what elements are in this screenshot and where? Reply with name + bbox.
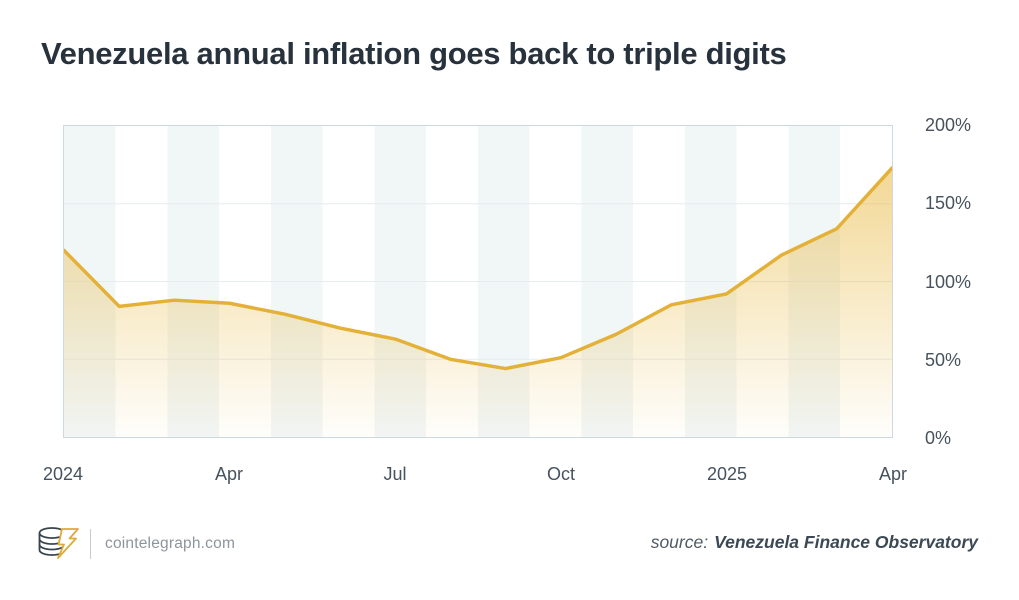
inflation-line	[64, 166, 892, 371]
y-tick-label: 50%	[925, 350, 962, 370]
brand-domain: cointelegraph.com	[105, 535, 236, 552]
x-tick-label: 2025	[706, 464, 748, 484]
x-tick-label: Apr	[214, 464, 244, 484]
source-attribution: source: Venezuela Finance Observatory	[651, 532, 978, 553]
cointelegraph-logo-icon	[38, 527, 79, 559]
source-prefix: source:	[650, 532, 709, 552]
x-tick-label: 2024	[42, 464, 84, 484]
area-fill	[64, 168, 892, 437]
source-name: Venezuela Finance Observatory	[714, 532, 978, 552]
page-title: Venezuela annual inflation goes back to …	[41, 36, 787, 71]
inflation-area-chart	[64, 166, 892, 437]
footer-divider	[90, 529, 91, 559]
x-tick-label: Apr	[878, 464, 908, 484]
y-tick-label: 150%	[925, 193, 972, 213]
y-tick-label: 0%	[925, 428, 952, 448]
y-tick-label: 200%	[925, 115, 972, 135]
x-tick-label: Oct	[546, 464, 576, 484]
plot-area	[63, 125, 893, 438]
y-tick-label: 100%	[925, 272, 972, 292]
x-tick-label: Jul	[383, 464, 407, 484]
